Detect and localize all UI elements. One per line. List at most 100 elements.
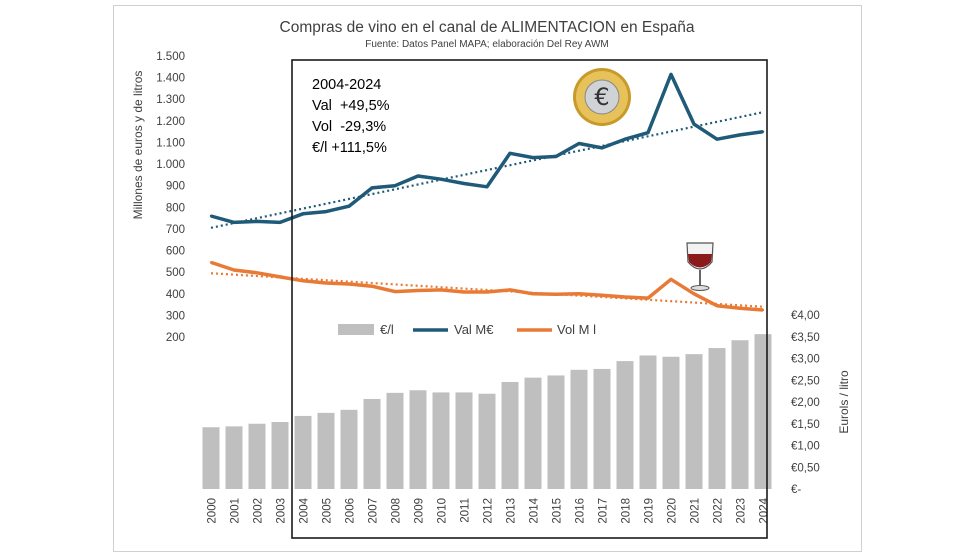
right-tick-label: €2,00: [791, 397, 820, 409]
bar-2003: [271, 422, 289, 489]
left-tick-label: 1.000: [156, 159, 185, 171]
x-tick-label: 2018: [621, 498, 633, 524]
point-val-2003: [278, 221, 282, 224]
x-tick-label: 2016: [575, 498, 587, 524]
bar-2022: [708, 348, 726, 489]
left-tick-label: 1.200: [156, 116, 185, 128]
x-tick-label: 2010: [437, 498, 449, 524]
point-val-2005: [324, 210, 328, 213]
x-tick-label: 2008: [391, 498, 403, 524]
x-tick-label: 2004: [299, 497, 311, 523]
x-tick-label: 2005: [322, 498, 334, 524]
right-tick-label: €2,50: [791, 375, 820, 387]
right-tick-label: €4,00: [791, 310, 820, 322]
x-tick-label: 2001: [230, 498, 242, 524]
point-val-2008: [393, 184, 397, 187]
right-tick-label: €1,00: [791, 441, 820, 453]
left-tick-label: 1.500: [156, 51, 185, 63]
x-tick-label: 2012: [483, 498, 495, 524]
left-tick-label: 900: [166, 181, 185, 193]
bar-2009: [409, 390, 427, 489]
annotation-vol: Vol -29,3%: [312, 119, 386, 135]
point-val-2021: [692, 122, 696, 126]
x-tick-label: 2009: [414, 498, 426, 524]
x-tick-label: 2006: [345, 498, 357, 524]
point-val-2013: [508, 152, 512, 155]
point-val-2010: [439, 178, 443, 181]
point-val-2006: [347, 205, 351, 208]
point-vol-2022: [715, 304, 719, 307]
highlight-box: [291, 59, 768, 539]
bar-2005: [317, 412, 335, 489]
bar-2011: [455, 392, 473, 489]
point-vol-2023: [738, 307, 742, 310]
bar-2021: [685, 354, 703, 489]
point-val-2024: [761, 130, 765, 133]
left-tick-label: 600: [166, 246, 185, 258]
bar-2010: [432, 392, 450, 489]
x-tick-label: 2021: [690, 498, 702, 524]
right-tick-label: €0,50: [791, 462, 820, 474]
x-tick-label: 2003: [276, 498, 288, 524]
point-vol-2020: [669, 278, 673, 281]
x-tick-label: 2007: [368, 498, 380, 524]
x-tick-label: 2002: [253, 498, 265, 524]
bar-2006: [340, 409, 358, 489]
point-val-2014: [531, 156, 535, 159]
point-vol-2002: [255, 271, 259, 275]
bar-2008: [386, 392, 404, 489]
x-tick-label: 2011: [460, 498, 472, 523]
point-val-2022: [715, 138, 719, 141]
bar-2016: [570, 369, 588, 489]
point-vol-2010: [439, 288, 443, 292]
bar-2018: [616, 361, 634, 489]
point-vol-2013: [508, 288, 512, 292]
legend-label-bar: €/l: [380, 322, 394, 337]
point-vol-2006: [347, 282, 351, 286]
bar-2012: [478, 393, 496, 489]
x-tick-label: 2022: [713, 498, 725, 524]
x-tick-label: 2000: [207, 498, 219, 524]
point-val-2020: [669, 73, 673, 76]
point-vol-2008: [393, 290, 397, 293]
wine-glass-icon: [686, 242, 714, 291]
point-vol-2007: [370, 285, 374, 288]
series-line-val: [210, 72, 764, 225]
series-line-vol: [210, 260, 764, 312]
bar-2014: [524, 377, 542, 489]
right-tick-label: €3,50: [791, 332, 820, 344]
left-tick-label: 300: [166, 310, 185, 322]
bar-2004: [294, 415, 312, 489]
x-tick-label: 2013: [506, 498, 518, 524]
left-tick-label: 700: [166, 224, 185, 236]
point-val-2023: [738, 133, 742, 137]
point-val-2001: [232, 221, 236, 224]
point-val-2002: [255, 220, 259, 223]
bar-2024: [754, 334, 772, 489]
point-val-2016: [577, 142, 581, 145]
point-vol-2003: [278, 275, 282, 279]
left-axis-label: Millones de euros y de litros: [131, 71, 145, 220]
svg-text:€: €: [594, 83, 609, 111]
bar-2020: [662, 356, 680, 489]
point-vol-2001: [232, 268, 236, 272]
left-tick-label: 500: [166, 267, 185, 279]
annotation-val: Val +49,5%: [312, 98, 390, 114]
bar-2002: [248, 423, 266, 489]
bar-2007: [363, 398, 381, 489]
point-vol-2016: [577, 292, 581, 295]
point-vol-2012: [485, 290, 489, 294]
point-vol-2005: [324, 281, 328, 285]
left-tick-label: 1.400: [156, 73, 185, 85]
legend-swatch-bar: [338, 324, 374, 335]
bar-2017: [593, 368, 611, 489]
point-val-2018: [623, 138, 627, 141]
annotation-period: 2004-2024: [312, 77, 381, 93]
point-vol-2014: [531, 292, 535, 295]
bar-2000: [202, 427, 220, 489]
point-vol-2021: [692, 292, 696, 295]
chart-subtitle: Fuente: Datos Panel MAPA; elaboración De…: [365, 39, 608, 50]
chart-title: Compras de vino en el canal de ALIMENTAC…: [280, 19, 695, 36]
x-tick-label: 2024: [759, 497, 771, 523]
